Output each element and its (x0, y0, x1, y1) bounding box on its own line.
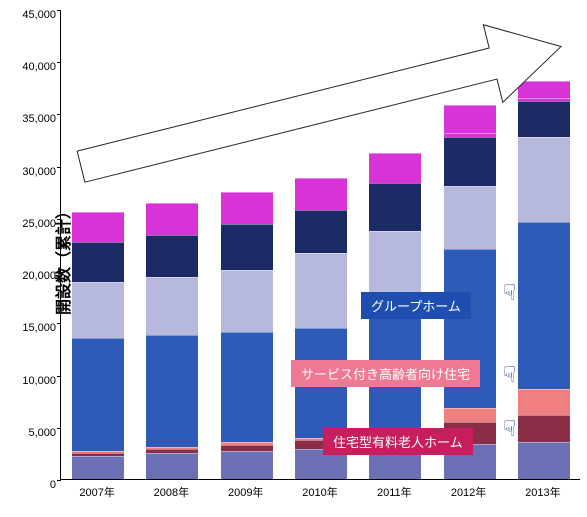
bar-segment (72, 456, 124, 479)
y-tick-label: 5,000 (0, 427, 56, 439)
bar-segment (221, 451, 273, 479)
bar-segment (518, 137, 570, 222)
x-tick-label: 2011年 (377, 484, 412, 500)
bar-segment (295, 178, 347, 209)
bar-segment (518, 98, 570, 101)
bar-segment (518, 222, 570, 389)
bar-segment (518, 415, 570, 442)
bar-segment (221, 332, 273, 442)
bar-column (146, 9, 198, 479)
chart-container: 開設数（累計） グループホーム☜サービス付き高齢者向け住宅☜住宅型有料老人ホーム… (0, 0, 587, 517)
y-tick-label: 10,000 (0, 375, 56, 387)
bar-segment (295, 253, 347, 327)
y-tick-label: 40,000 (0, 61, 56, 73)
pointer-hand-icon: ☜ (496, 418, 522, 438)
y-tick-label: 0 (0, 479, 56, 491)
bar-segment (146, 453, 198, 479)
bar-segment (518, 442, 570, 479)
y-tick-label: 15,000 (0, 322, 56, 334)
bar-segment (72, 242, 124, 282)
bar-segment (72, 282, 124, 338)
bar-segment (444, 137, 496, 185)
bar-segment (444, 186, 496, 250)
bar-segment (295, 210, 347, 254)
bar-segment (369, 153, 421, 183)
bar-segment (221, 442, 273, 445)
y-tick-label: 35,000 (0, 113, 56, 125)
bar-segment (146, 447, 198, 449)
x-tick-label: 2009年 (228, 484, 263, 500)
x-tick-label: 2012年 (451, 484, 486, 500)
x-tick-label: 2008年 (154, 484, 189, 500)
x-tick-label: 2007年 (79, 484, 114, 500)
bar-segment (146, 235, 198, 278)
bar-segment (146, 335, 198, 447)
bar-column (295, 9, 347, 479)
y-tick-label: 25,000 (0, 218, 56, 230)
series-label: サービス付き高齢者向け住宅 (291, 360, 480, 387)
y-tick-label: 20,000 (0, 270, 56, 282)
series-label: グループホーム (361, 292, 471, 319)
bar-column (221, 9, 273, 479)
bar-segment (221, 224, 273, 270)
pointer-hand-icon: ☜ (496, 282, 522, 302)
bar-column (444, 9, 496, 479)
bar-segment (444, 408, 496, 422)
bar-column (518, 9, 570, 479)
bar-segment (518, 81, 570, 98)
bar-segment (444, 133, 496, 137)
bar-segment (72, 212, 124, 242)
bar-column (72, 9, 124, 479)
bar-segment (369, 183, 421, 231)
series-label: 住宅型有料老人ホーム (323, 428, 473, 455)
bar-segment (72, 453, 124, 456)
pointer-hand-icon: ☜ (496, 365, 522, 385)
bars-layer (61, 10, 580, 479)
bar-segment (221, 192, 273, 224)
bar-column (369, 9, 421, 479)
bar-segment (518, 101, 570, 138)
bar-segment (444, 105, 496, 133)
bar-segment (221, 270, 273, 332)
y-tick-label: 45,000 (0, 9, 56, 21)
bar-segment (518, 389, 570, 415)
bar-segment (146, 449, 198, 453)
bar-segment (146, 203, 198, 234)
x-tick-label: 2010年 (302, 484, 337, 500)
plot-area: グループホーム ☜ サービス付き高齢者向け住宅 ☜ 住宅型有料老人ホーム ☜ (60, 10, 580, 480)
x-tick-label: 2013年 (525, 484, 560, 500)
y-tick-label: 30,000 (0, 166, 56, 178)
bar-segment (72, 338, 124, 451)
bar-segment (72, 451, 124, 453)
bar-segment (146, 277, 198, 334)
bar-segment (221, 445, 273, 451)
